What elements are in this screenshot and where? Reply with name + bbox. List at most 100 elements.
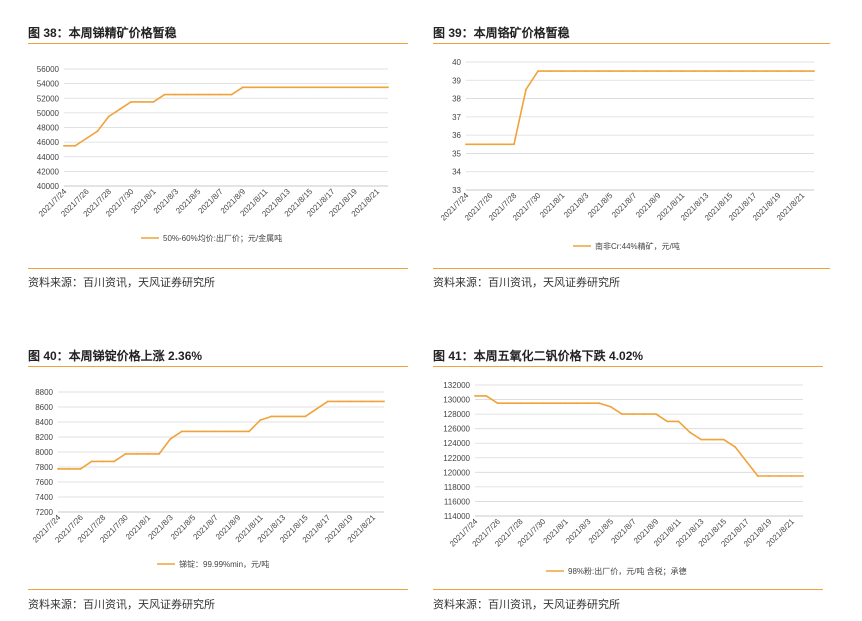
data-point [331, 86, 333, 89]
chart-title: 图 40：本周锑锭价格上涨 2.36% [28, 349, 203, 363]
data-point [643, 413, 646, 415]
data-point [57, 468, 59, 470]
y-tick-label: 8400 [35, 418, 53, 427]
data-point [790, 475, 793, 477]
y-tick-label: 35 [452, 149, 461, 158]
y-tick-label: 42000 [37, 167, 60, 176]
data-point [275, 86, 278, 89]
data-point [609, 405, 612, 408]
data-point [147, 453, 149, 455]
chart-panel-chrome-ore: 图 39：本周铬矿价格暂稳 33 34 35 36 37 38 39 40 2021/7/24 2… [433, 18, 830, 298]
data-point [214, 430, 217, 433]
data-point [152, 101, 155, 103]
data-point [308, 86, 311, 89]
data-point [621, 413, 623, 415]
source-note: 资料来源：百川资讯，天风证券研究所 [433, 599, 620, 611]
chart-plot: 40000 42000 44000 46000 48000 50000 52000 54000… [28, 48, 408, 266]
y-tick-label: 118000 [444, 483, 471, 492]
data-point [777, 70, 779, 72]
data-point [163, 93, 166, 96]
y-tick-label: 36 [452, 131, 461, 140]
data-point [197, 93, 200, 96]
data-point [141, 101, 144, 103]
data-point [632, 413, 635, 415]
data-point [729, 70, 731, 72]
y-tick-label: 7600 [35, 478, 53, 487]
data-point [609, 70, 611, 72]
data-point [801, 70, 803, 72]
data-point [711, 438, 714, 441]
source-note: 资料来源：百川资讯，天风证券研究所 [28, 599, 215, 611]
data-point [320, 86, 322, 89]
data-point [741, 70, 743, 72]
data-point [68, 468, 71, 470]
data-point [573, 70, 575, 72]
data-point [304, 415, 307, 418]
y-tick-label: 8600 [35, 403, 53, 412]
y-tick-label: 52000 [37, 94, 60, 103]
data-point [508, 402, 510, 405]
line-chart: 40000 42000 44000 46000 48000 50000 52000 54000… [37, 65, 389, 243]
data-point [248, 430, 251, 433]
data-point [241, 86, 244, 89]
data-point [107, 115, 110, 118]
data-point [315, 408, 318, 410]
data-point [113, 460, 116, 463]
data-point [689, 431, 691, 434]
source-divider [433, 589, 823, 590]
data-point [477, 143, 479, 146]
x-tick-label: 2021/8/7 [610, 191, 639, 220]
data-point [745, 460, 748, 463]
data-point [549, 70, 551, 72]
source-divider [433, 268, 830, 269]
data-point [90, 460, 93, 463]
data-point [237, 430, 239, 433]
chart-title: 图 38：本周锑精矿价格暂稳 [28, 26, 177, 40]
y-tick-label: 122000 [443, 454, 470, 463]
data-point [705, 70, 707, 72]
data-point [575, 402, 578, 405]
data-point [598, 402, 601, 405]
data-point [264, 86, 266, 89]
data-point [633, 70, 635, 72]
data-point [281, 415, 284, 418]
y-tick-label: 40 [452, 58, 461, 67]
y-tick-label: 7400 [35, 493, 53, 502]
x-tick-label: 2021/8/3 [562, 191, 591, 220]
data-point [180, 430, 183, 433]
data-point [597, 70, 599, 72]
data-point [474, 395, 476, 397]
chart-plot: 114000 116000 118000 120000 122000 124000 1260… [433, 371, 823, 589]
chart-panel-antimony-ingot: 图 40：本周锑锭价格上涨 2.36% 7200 7400 7600 7800 8000… [28, 341, 408, 616]
data-point [102, 460, 104, 463]
x-tick-label: 2021/8/5 [586, 191, 615, 220]
series-line [466, 70, 814, 146]
data-point [119, 108, 121, 111]
data-point [259, 419, 262, 421]
source-note: 资料来源：百川资讯，天风证券研究所 [28, 277, 215, 289]
data-point [186, 93, 188, 96]
data-point [158, 453, 161, 455]
y-tick-label: 120000 [443, 468, 470, 477]
y-tick-label: 130000 [443, 396, 470, 405]
line-chart: 114000 116000 118000 120000 122000 124000 1260… [443, 381, 804, 576]
data-point [734, 446, 736, 448]
data-point [192, 430, 194, 433]
legend-label: 南非Cr:44%精矿，元/吨 [595, 241, 680, 251]
data-point [135, 453, 138, 455]
data-point [722, 438, 725, 441]
data-point [621, 70, 623, 72]
data-point [542, 402, 544, 405]
data-point [85, 137, 88, 140]
y-tick-label: 39 [452, 76, 461, 85]
y-tick-label: 8800 [35, 388, 53, 397]
y-tick-label: 7200 [35, 508, 53, 517]
data-point [669, 70, 671, 72]
data-point [270, 415, 273, 418]
y-tick-label: 116000 [444, 497, 471, 506]
data-point [79, 468, 82, 470]
y-tick-label: 33 [452, 186, 461, 195]
y-tick-label: 46000 [37, 138, 60, 147]
data-point [717, 70, 719, 72]
y-tick-label: 132000 [443, 381, 470, 390]
